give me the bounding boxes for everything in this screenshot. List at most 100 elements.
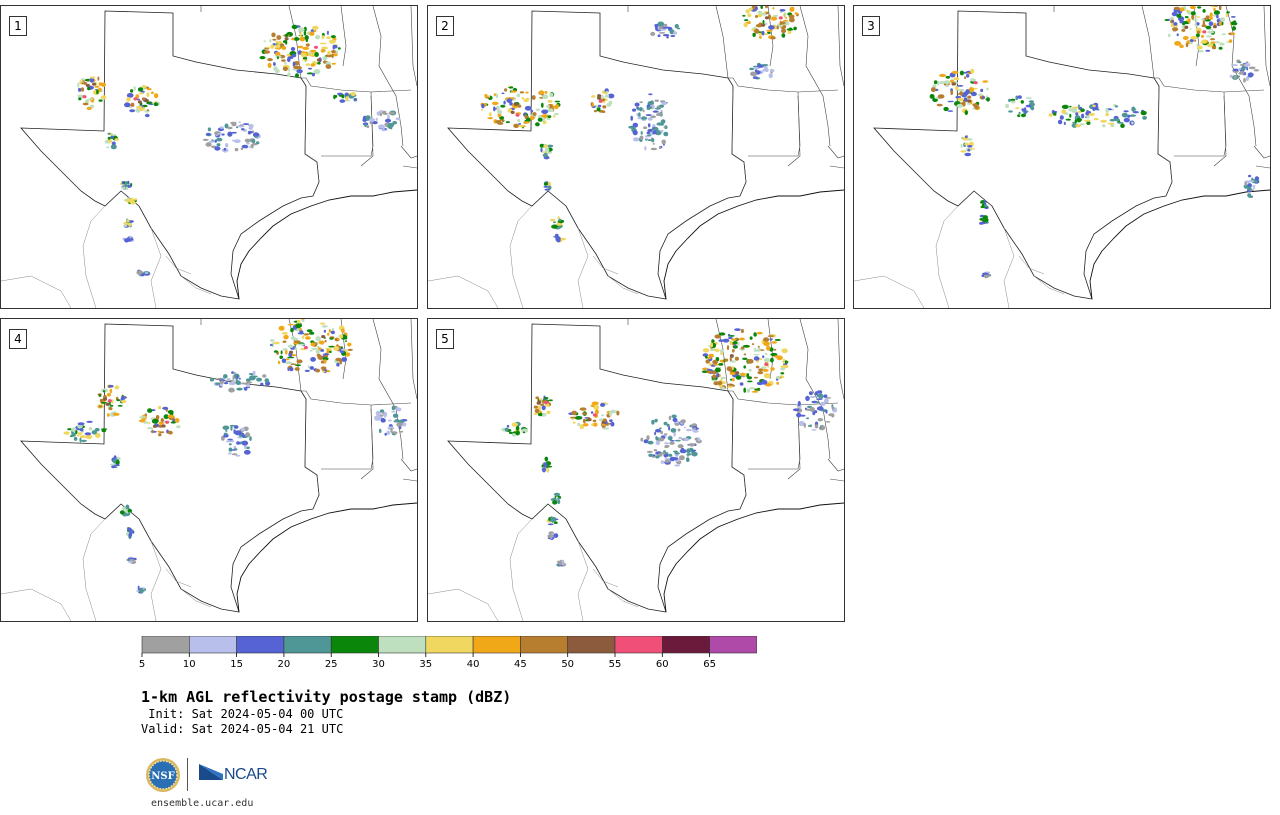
echo-cell [344,340,348,342]
echo-cell [661,101,667,106]
echo-cell [214,139,217,143]
echo-cell [337,92,343,96]
echo-cell [772,7,775,10]
echo-cell [1248,180,1255,183]
echo-cell [287,57,291,63]
echo-cell [1071,108,1078,113]
echo-cell [544,91,548,94]
echo-cell [309,366,314,370]
echo-cell [516,93,521,98]
echo-cell [304,35,309,41]
echo-cell [248,146,252,148]
echo-cell [1247,193,1252,198]
echo-cell [277,360,281,365]
echo-cell [129,235,132,239]
echo-cell [310,63,315,67]
echo-cell [936,81,940,86]
echo-cell [749,67,755,71]
echo-cell [1208,21,1214,26]
echo-cell [572,421,576,424]
echo-cell [557,216,560,220]
echo-cell [487,117,494,120]
echo-cell [591,401,599,406]
echo-cell [533,412,538,415]
echo-cell [77,94,84,97]
echo-cell [243,449,251,455]
colorbar-tick-label: 25 [324,659,338,670]
echo-cell [540,147,543,153]
echo-core [161,424,166,428]
echo-cell [1190,36,1198,40]
echo-core [133,97,138,101]
echo-cell [95,432,101,438]
colorbar-tick-label: 55 [608,659,622,670]
colorbar-segment [141,636,190,654]
echo-cell [1190,11,1196,16]
echo-cell [1121,112,1128,118]
echo-cell [542,94,549,100]
echo-cell [555,236,561,242]
echo-cell [395,407,402,412]
init-time: Init: Sat 2024-05-04 00 UTC [141,707,344,721]
echo-cell [1131,121,1134,125]
echo-cell [381,417,385,421]
echo-cell [146,92,150,98]
echo-cell [137,585,140,591]
echo-cell [551,224,559,229]
echo-cell [518,125,524,128]
echo-cell [747,380,753,383]
echo-cell [263,40,267,43]
echo-cell [287,323,294,326]
echo-cell [79,80,82,85]
colorbar-tick-label: 20 [277,659,291,670]
echo-cell [273,62,276,66]
echo-cell [222,425,230,430]
echo-cell [779,9,786,12]
echo-cell [780,21,786,25]
texas-border [873,10,1173,300]
echo-cell [1114,118,1120,122]
echo-core [515,113,520,117]
echo-cell [96,89,99,95]
echo-cell [229,424,236,427]
echo-cell [549,92,554,98]
echo-cell [650,147,658,151]
echo-cell [1248,174,1252,178]
echo-cell [762,368,769,372]
state-border [715,319,729,392]
echo-cell [538,90,544,95]
echo-cell [106,146,110,149]
echo-cell [130,197,134,203]
echo-cell [260,382,264,386]
echo-core [735,371,740,375]
echo-cell [792,6,795,12]
state-border [304,85,320,197]
echo-cell [654,99,659,102]
echo-cell [662,34,670,37]
echo-cell [558,218,562,222]
echo-cell [963,97,968,102]
echo-cell [982,80,989,83]
echo-cell [663,421,668,426]
echo-cell [824,398,829,403]
echo-cell [982,219,989,223]
echo-cell [640,437,644,442]
echo-cell [272,38,277,41]
echo-cell [761,30,765,36]
echo-cell [731,349,735,353]
echo-core [951,82,956,86]
echo-cell [1189,38,1194,43]
echo-cell [153,93,159,99]
echo-cell [208,140,215,143]
state-border [731,398,747,510]
echo-cell [1228,39,1233,43]
echo-cell [107,413,110,417]
echo-cell [983,274,989,279]
echo-cell [1015,107,1020,109]
echo-cell [544,456,549,462]
echo-cell [652,130,657,135]
echo-cell [608,93,614,98]
echo-cell [319,42,327,45]
echo-cell [1195,33,1200,38]
echo-cell [546,108,554,112]
